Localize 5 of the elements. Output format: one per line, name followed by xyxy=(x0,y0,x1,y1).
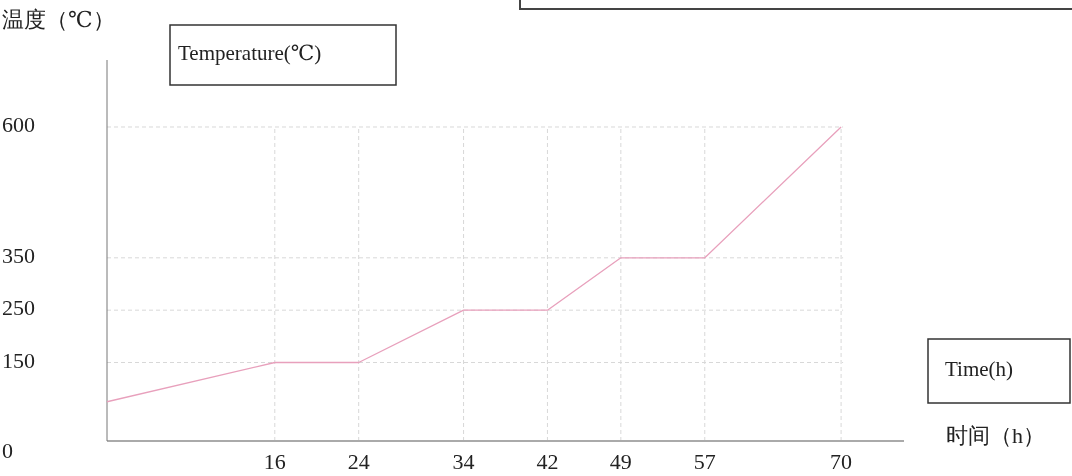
annotation: Time(h) xyxy=(927,338,1071,404)
xlabel: 时间（h） xyxy=(946,423,1045,449)
annotation: Temperature(℃) xyxy=(178,40,322,65)
ylabel: 温度（℃） xyxy=(2,7,115,33)
annotation: Temperature(℃) xyxy=(169,24,397,86)
